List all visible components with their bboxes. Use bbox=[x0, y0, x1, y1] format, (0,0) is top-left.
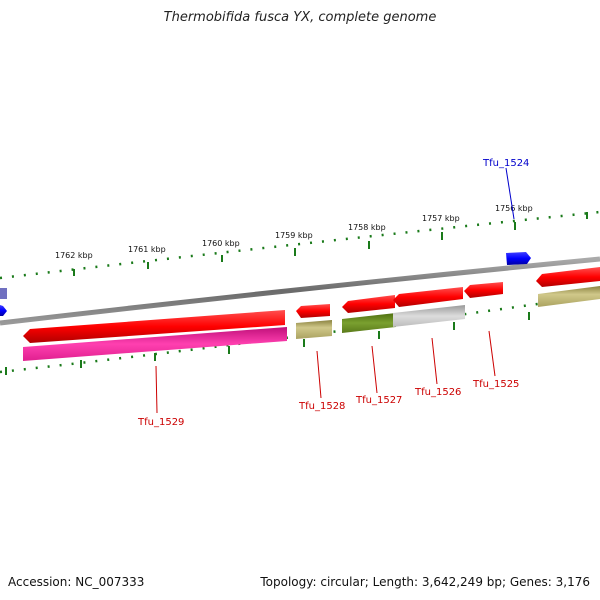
genome-backbone bbox=[0, 256, 600, 326]
feature-right-edge bbox=[538, 286, 600, 307]
reverse-labels: Tfu_1529 Tfu_1528 Tfu_1527 Tfu_1526 Tfu_… bbox=[137, 330, 519, 428]
feature-tfu-1528-gene bbox=[296, 320, 332, 339]
gene-tfu-1528[interactable] bbox=[296, 304, 330, 318]
leader-tfu-1525 bbox=[488, 330, 496, 377]
ruler-label-1759: 1759 kbp bbox=[275, 231, 313, 240]
ruler-label-1757: 1757 kbp bbox=[422, 214, 460, 223]
label-tfu-1528: Tfu_1528 bbox=[298, 401, 345, 412]
map-title: Thermobifida fusca YX, complete genome bbox=[163, 10, 437, 25]
leader-tfu-1526 bbox=[431, 337, 438, 385]
ruler-label-1762: 1762 kbp bbox=[55, 251, 93, 260]
feature-tfu-1529-gene bbox=[23, 327, 287, 361]
gene-tfu-1525[interactable] bbox=[464, 282, 503, 298]
ruler-label-1756: 1756 kbp bbox=[495, 204, 533, 213]
feature-left-edge bbox=[0, 288, 7, 299]
leader-tfu-1527 bbox=[371, 345, 378, 394]
feature-track bbox=[23, 286, 600, 361]
topology-text: Topology: circular; Length: 3,642,249 bp… bbox=[260, 575, 590, 589]
gene-forward-left-edge[interactable] bbox=[0, 305, 7, 316]
label-tfu-1529: Tfu_1529 bbox=[137, 417, 184, 428]
label-tfu-1526: Tfu_1526 bbox=[414, 387, 461, 398]
ruler-label-1761: 1761 kbp bbox=[128, 245, 166, 254]
ruler-label-1760: 1760 kbp bbox=[202, 239, 240, 248]
gene-tfu-1524[interactable] bbox=[506, 252, 531, 265]
accession-text: Accession: NC_007333 bbox=[8, 575, 145, 589]
label-tfu-1525: Tfu_1525 bbox=[472, 379, 519, 390]
label-tfu-1524: Tfu_1524 bbox=[482, 158, 529, 169]
feature-tfu-1526-gene bbox=[393, 305, 465, 327]
feature-tfu-1527-gene bbox=[342, 313, 396, 333]
leader-tfu-1524 bbox=[505, 167, 515, 220]
outer-ruler-dots bbox=[0, 210, 600, 280]
label-tfu-1527: Tfu_1527 bbox=[355, 395, 402, 406]
gene-tfu-1529[interactable] bbox=[23, 310, 285, 343]
gene-tfu-1527[interactable] bbox=[342, 295, 395, 313]
reverse-strand bbox=[23, 267, 600, 343]
forward-strand: Tfu_1524 bbox=[0, 158, 531, 316]
leader-tfu-1528 bbox=[316, 350, 322, 399]
leader-tfu-1529 bbox=[155, 365, 158, 414]
gene-reverse-right-edge[interactable] bbox=[536, 267, 600, 287]
gene-tfu-1526[interactable] bbox=[393, 287, 463, 307]
inner-ruler bbox=[0, 293, 600, 375]
ruler-label-1758: 1758 kbp bbox=[348, 223, 386, 232]
outer-ruler: 1762 kbp 1761 kbp 1760 kbp 1759 kbp 1758… bbox=[0, 204, 600, 280]
